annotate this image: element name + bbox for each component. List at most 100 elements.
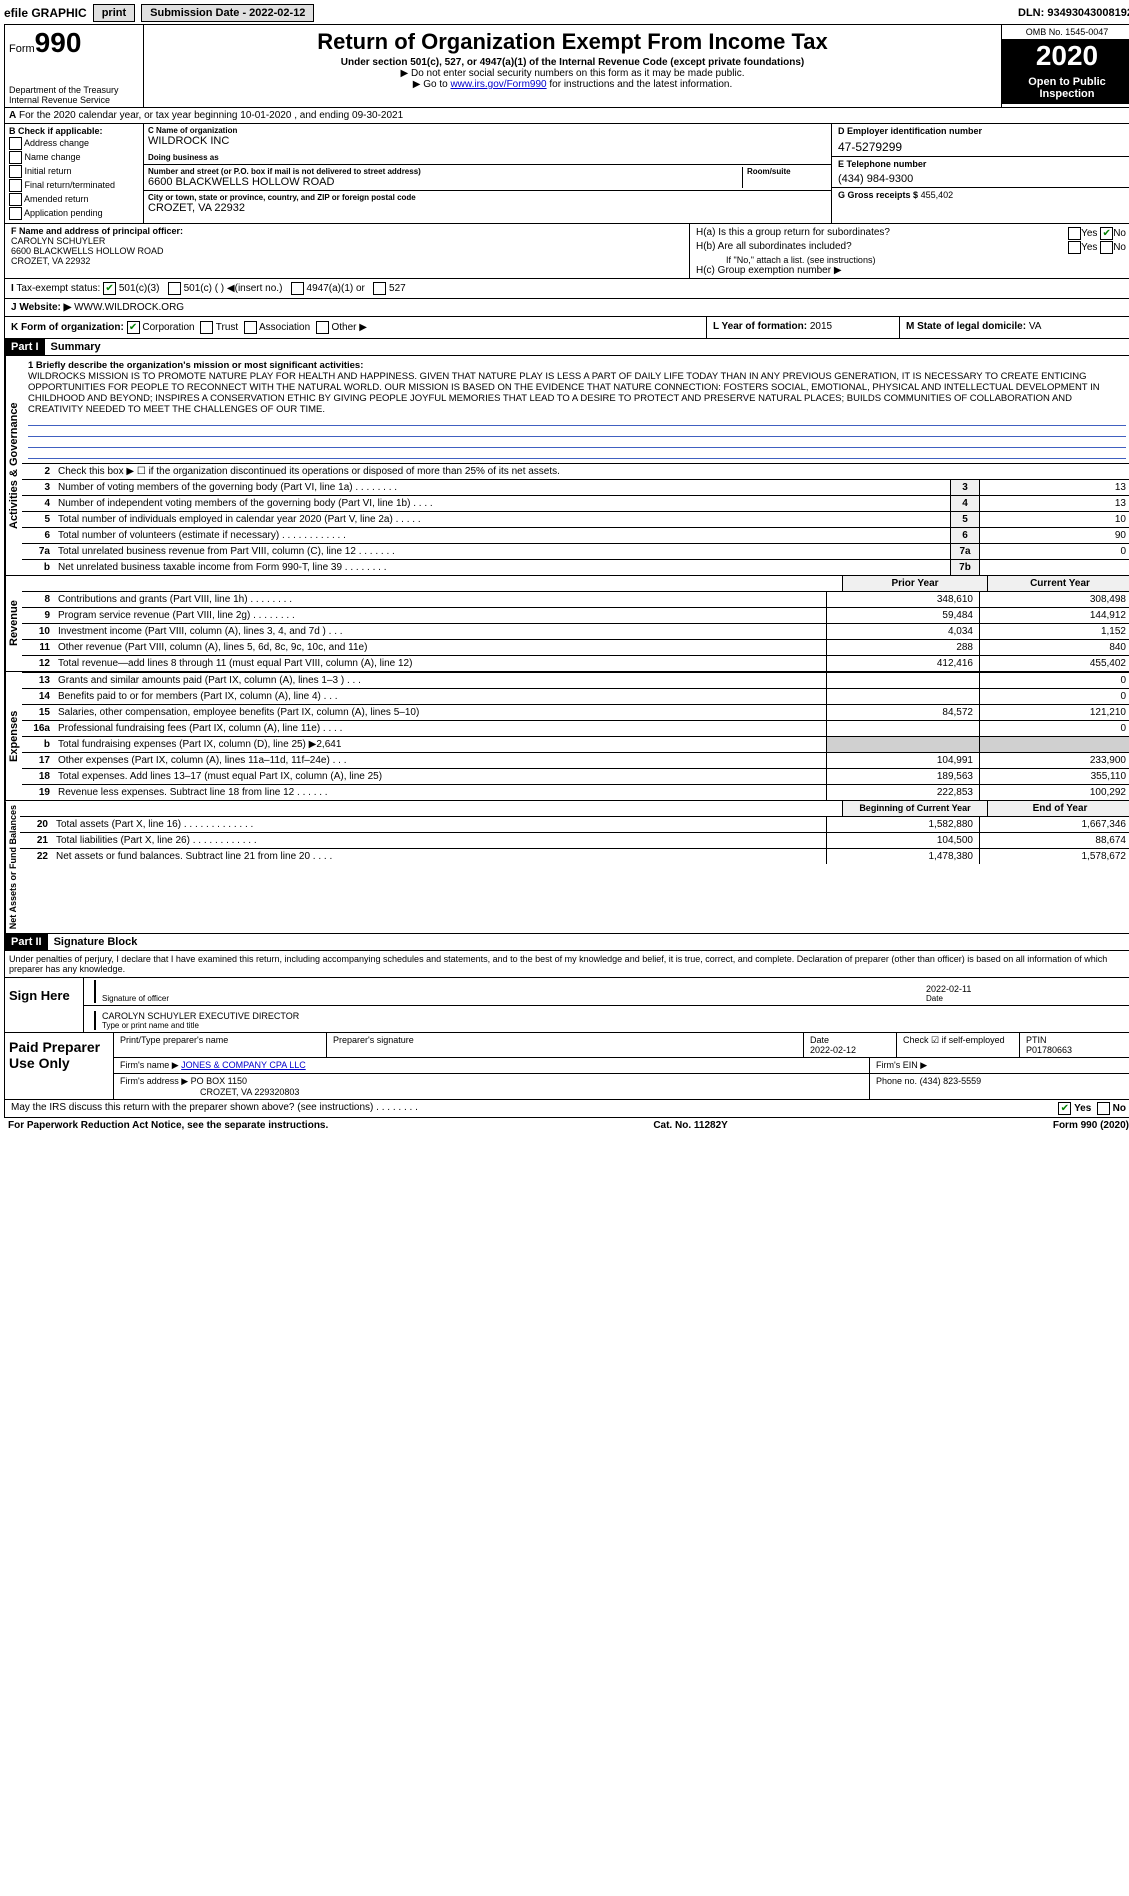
omb-number: OMB No. 1545-0047: [1002, 25, 1129, 40]
room-label: Room/suite: [747, 167, 827, 176]
header-left: Form990 Department of the Treasury Inter…: [5, 25, 144, 107]
sig-date-label: Date: [926, 994, 1126, 1003]
chk-initial-return[interactable]: Initial return: [9, 165, 139, 178]
ha-yes-checkbox[interactable]: [1068, 227, 1081, 240]
chk-application-pending[interactable]: Application pending: [9, 207, 139, 220]
tax-status-label: Tax-exempt status:: [16, 283, 100, 294]
phone-label: E Telephone number: [838, 159, 1126, 169]
net-header: Beginning of Current Year End of Year: [20, 801, 1129, 816]
hb-no-checkbox[interactable]: [1100, 241, 1113, 254]
part1-badge: Part I: [5, 339, 45, 355]
ein-cell: D Employer identification number 47-5279…: [832, 124, 1129, 157]
print-button[interactable]: print: [93, 4, 135, 22]
l-label: L Year of formation:: [713, 321, 807, 332]
chk-527[interactable]: [373, 282, 386, 295]
prep-firm-row: Firm's name ▶ JONES & COMPANY CPA LLC Fi…: [114, 1058, 1129, 1074]
prep-header-row: Print/Type preparer's name Preparer's si…: [114, 1033, 1129, 1058]
chk-corporation[interactable]: [127, 321, 140, 334]
side-expenses: Expenses: [5, 672, 22, 800]
net-line: 22Net assets or fund balances. Subtract …: [20, 848, 1129, 864]
rev-line: 10Investment income (Part VIII, column (…: [22, 623, 1129, 639]
firm-label: Firm's name ▶: [120, 1060, 179, 1070]
irs-discuss-row: May the IRS discuss this return with the…: [5, 1099, 1129, 1117]
gross-label: G Gross receipts $: [838, 190, 918, 200]
exp-line: 14Benefits paid to or for members (Part …: [22, 688, 1129, 704]
form-number: Form990: [9, 27, 139, 59]
hb-label: H(b) Are all subordinates included?: [696, 241, 852, 254]
firm-ein-label: Firm's EIN ▶: [870, 1058, 1129, 1073]
chk-trust[interactable]: [200, 321, 213, 334]
form-990-number: 990: [35, 27, 82, 58]
ha-no-checkbox[interactable]: [1100, 227, 1113, 240]
sig-name-row: CAROLYN SCHUYLER EXECUTIVE DIRECTOR Type…: [84, 1006, 1129, 1032]
sig-name-label: Type or print name and title: [102, 1021, 1126, 1030]
chk-final-return[interactable]: Final return/terminated: [9, 179, 139, 192]
irs-link[interactable]: www.irs.gov/Form990: [450, 79, 546, 90]
gross-value: 455,402: [921, 190, 954, 200]
sig-officer-row: Signature of officer 2022-02-11 Date: [84, 978, 1129, 1006]
mission-text: WILDROCKS MISSION IS TO PROMOTE NATURE P…: [28, 371, 1126, 415]
discuss-yes-checkbox[interactable]: [1058, 1102, 1071, 1115]
net-line: 21Total liabilities (Part X, line 26) . …: [20, 832, 1129, 848]
rev-line: 11Other revenue (Part VIII, column (A), …: [22, 639, 1129, 655]
hb-yes-checkbox[interactable]: [1068, 241, 1081, 254]
form-prefix: Form: [9, 43, 35, 55]
cell-city: City or town, state or province, country…: [144, 191, 831, 216]
hdr-current-year: Current Year: [987, 576, 1129, 591]
discuss-no-checkbox[interactable]: [1097, 1102, 1110, 1115]
tax-status-cell: I Tax-exempt status: 501(c)(3) 501(c) ( …: [5, 279, 1129, 298]
chk-address-change[interactable]: Address change: [9, 137, 139, 150]
col-f-officer: F Name and address of principal officer:…: [5, 224, 690, 278]
h-b-line: H(b) Are all subordinates included? Yes …: [696, 241, 1126, 254]
header-sub1: Under section 501(c), 527, or 4947(a)(1)…: [148, 57, 997, 68]
opt-trust: Trust: [216, 322, 238, 333]
page-footer: For Paperwork Reduction Act Notice, see …: [4, 1118, 1129, 1133]
k-state-domicile: M State of legal domicile: VA: [900, 317, 1129, 338]
chk-name-change[interactable]: Name change: [9, 151, 139, 164]
chk-amended-return[interactable]: Amended return: [9, 193, 139, 206]
dept-treasury: Department of the Treasury Internal Reve…: [9, 85, 139, 105]
exp-line: 18Total expenses. Add lines 13–17 (must …: [22, 768, 1129, 784]
chk-501c[interactable]: [168, 282, 181, 295]
chk-other[interactable]: [316, 321, 329, 334]
rev-line: 8Contributions and grants (Part VIII, li…: [22, 591, 1129, 607]
cell-org-name: C Name of organization WILDROCK INC Doin…: [144, 124, 831, 165]
col-c-org-info: C Name of organization WILDROCK INC Doin…: [144, 124, 832, 223]
exp-line: 16aProfessional fundraising fees (Part I…: [22, 720, 1129, 736]
chk-association[interactable]: [244, 321, 257, 334]
phone-value: (434) 984-9300: [838, 173, 1126, 185]
form-title: Return of Organization Exempt From Incom…: [148, 29, 997, 55]
chk-4947[interactable]: [291, 282, 304, 295]
dba-label: Doing business as: [148, 153, 827, 162]
side-netassets: Net Assets or Fund Balances: [5, 801, 20, 933]
col-b-checkboxes: B Check if applicable: Address change Na…: [5, 124, 144, 223]
firm-link[interactable]: JONES & COMPANY CPA LLC: [181, 1060, 306, 1070]
prep-addr-row: Firm's address ▶ PO BOX 1150 CROZET, VA …: [114, 1074, 1129, 1099]
part1-title: Summary: [45, 341, 101, 353]
section-b-c-d: B Check if applicable: Address change Na…: [5, 124, 1129, 224]
submission-date-button[interactable]: Submission Date - 2022-02-12: [141, 4, 314, 22]
prep-date: 2022-02-12: [810, 1045, 856, 1055]
col-h-group: H(a) Is this a group return for subordin…: [690, 224, 1129, 278]
opt-501c: 501(c) ( ) ◀(insert no.): [184, 283, 283, 294]
gross-receipts-cell: G Gross receipts $ 455,402: [832, 188, 1129, 202]
dln-label: DLN: 93493043008192: [1018, 7, 1129, 19]
ha-yes-label: Yes: [1081, 228, 1097, 239]
sig-name-value: CAROLYN SCHUYLER EXECUTIVE DIRECTOR: [102, 1011, 1126, 1021]
website-label: J Website: ▶: [11, 302, 71, 313]
k-year-formation: L Year of formation: 2015: [707, 317, 900, 338]
form-container: Form990 Department of the Treasury Inter…: [4, 24, 1129, 1118]
col-b-header: B Check if applicable:: [9, 126, 139, 136]
blue-line: [28, 437, 1126, 448]
blue-line: [28, 448, 1126, 459]
tax-year: 2020: [1002, 40, 1129, 72]
officer-addr1: 6600 BLACKWELLS HOLLOW ROAD: [11, 246, 683, 256]
gov-line: 3Number of voting members of the governi…: [22, 479, 1129, 495]
exp-line: 19Revenue less expenses. Subtract line 1…: [22, 784, 1129, 800]
prep-h1: Print/Type preparer's name: [114, 1033, 327, 1057]
row-a-tax-year: A For the 2020 calendar year, or tax yea…: [5, 108, 1129, 124]
city-value: CROZET, VA 22932: [148, 202, 827, 214]
hb-no-label: No: [1113, 242, 1126, 253]
chk-501c3[interactable]: [103, 282, 116, 295]
line1-label: 1 Briefly describe the organization's mi…: [28, 360, 1126, 371]
